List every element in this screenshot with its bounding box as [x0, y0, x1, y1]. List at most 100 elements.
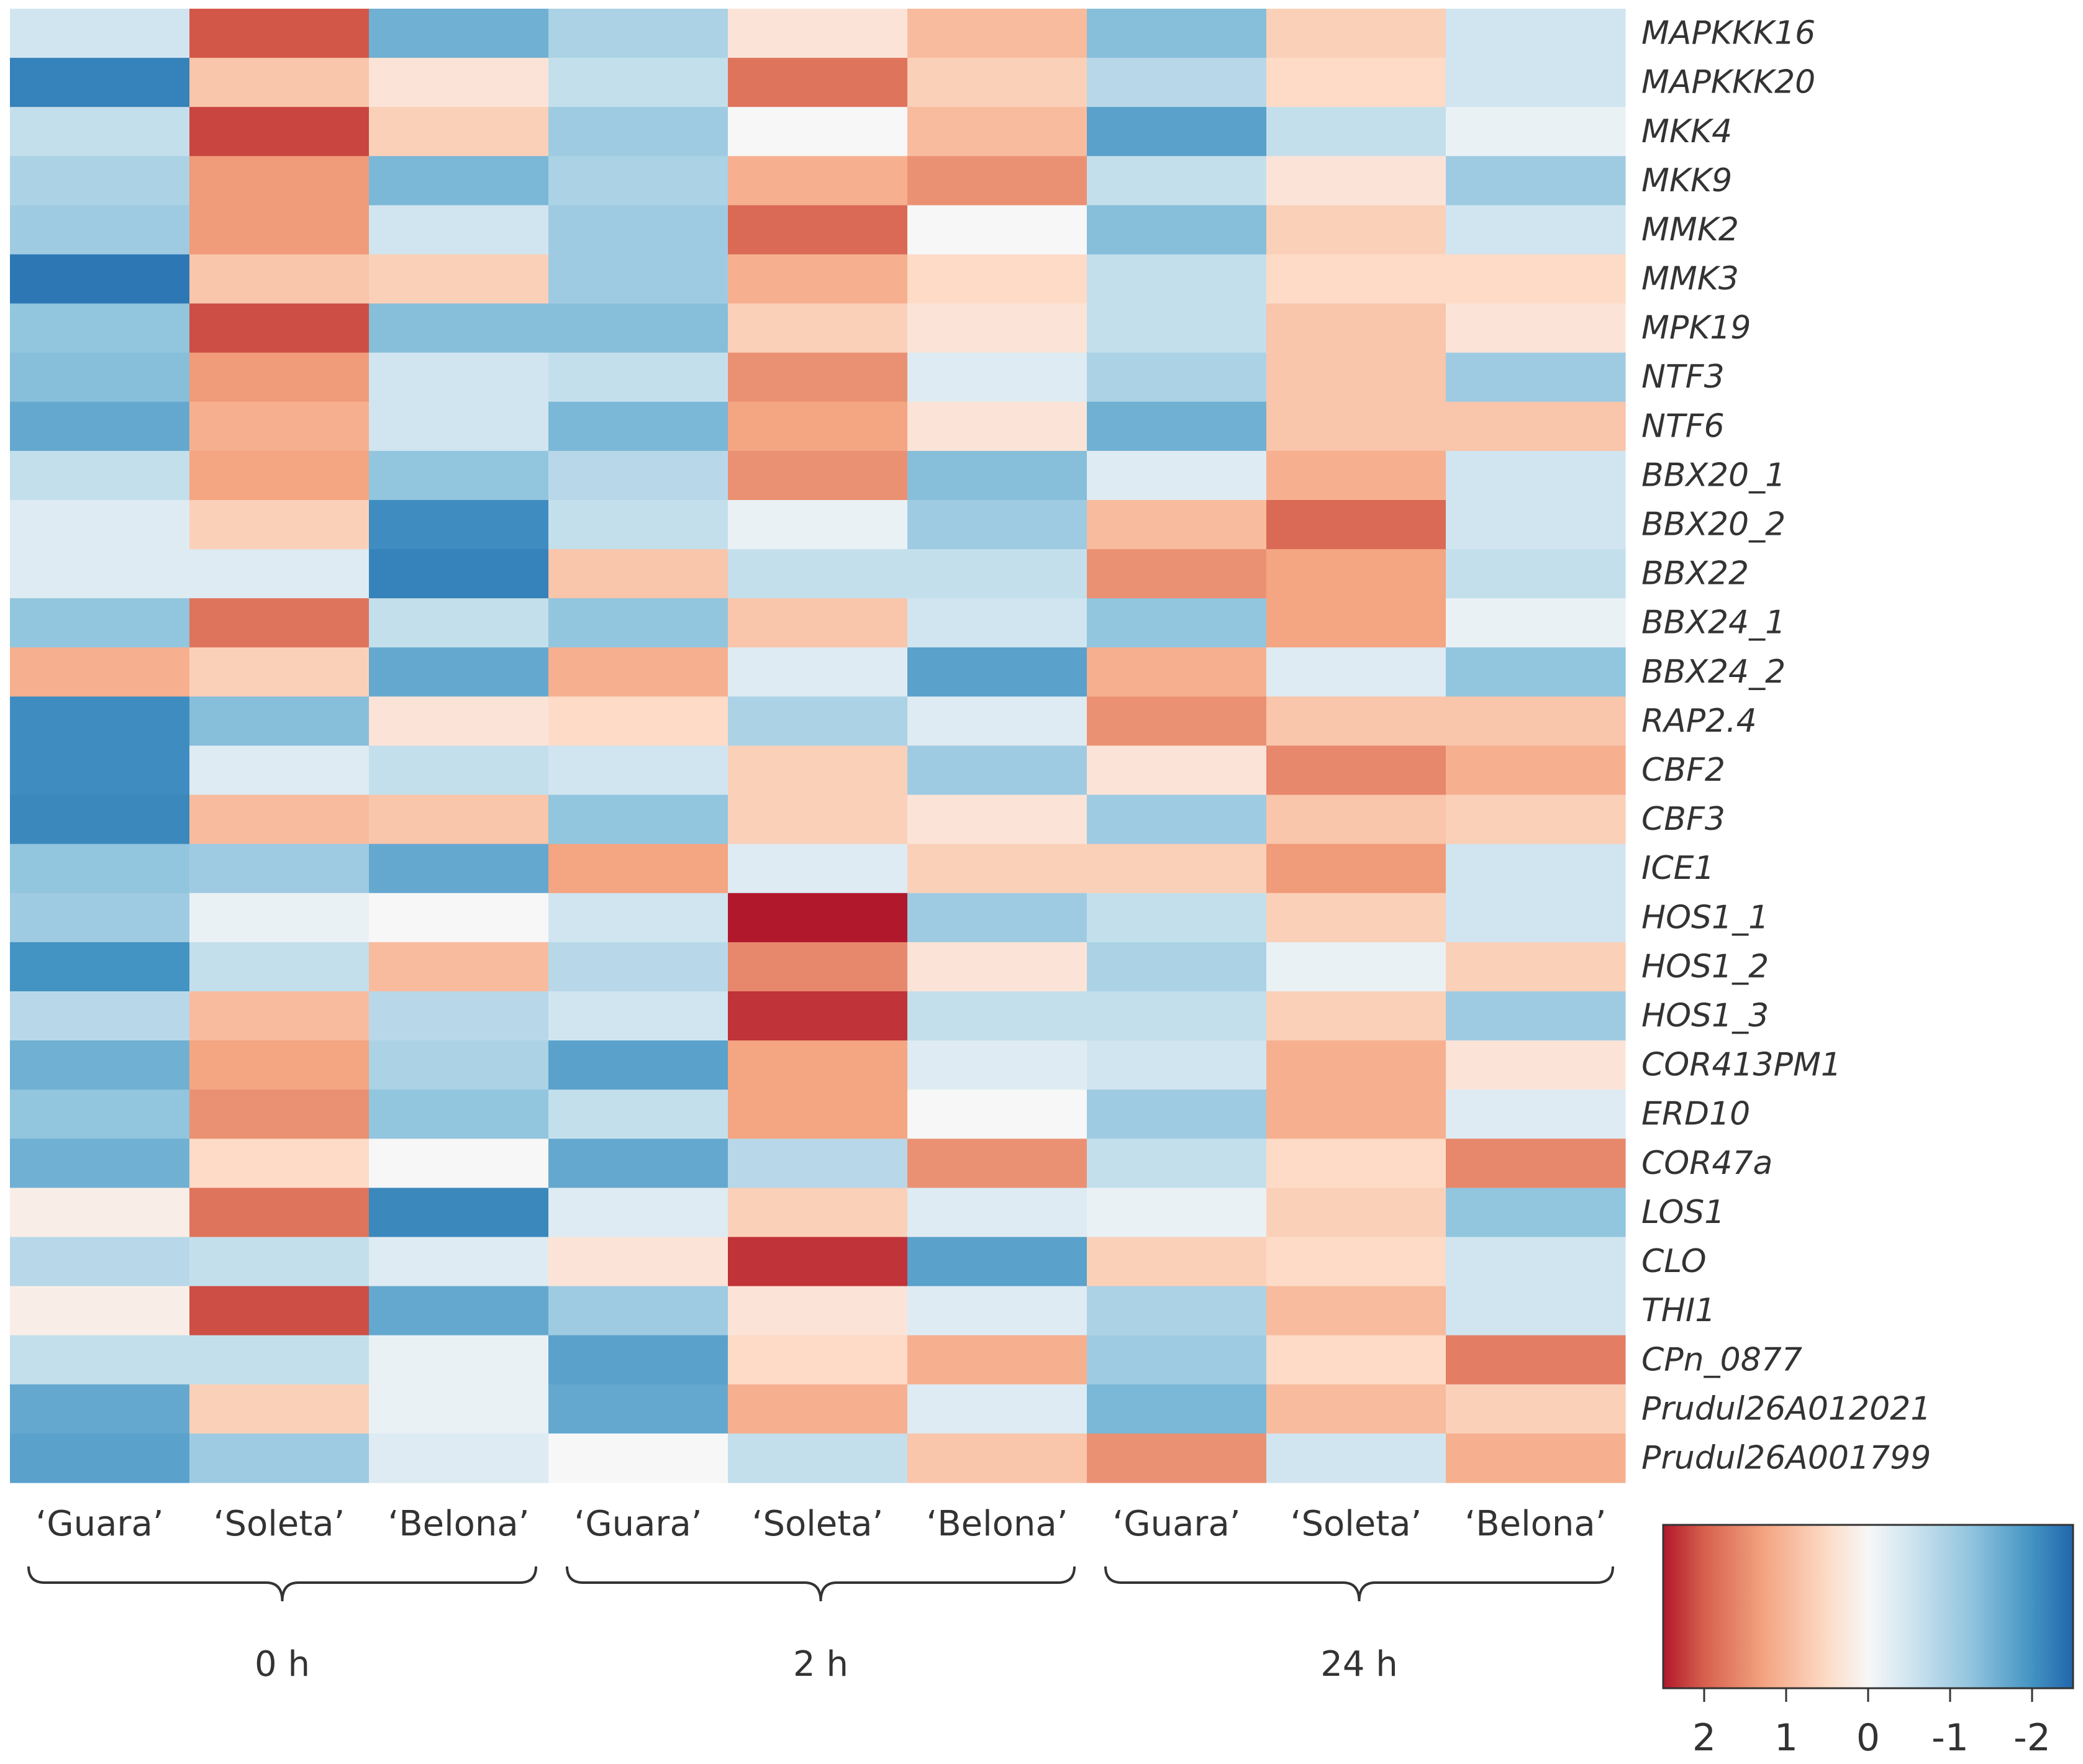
heatmap-cell	[1446, 991, 1626, 1041]
heatmap-cell	[1446, 1433, 1626, 1483]
heatmap-cell	[728, 794, 908, 845]
heatmap-cell	[728, 1139, 908, 1188]
heatmap-cell	[369, 794, 549, 845]
heatmap-cell	[369, 1089, 549, 1139]
heatmap-cell	[369, 254, 549, 304]
heatmap-cell	[728, 1286, 908, 1336]
heatmap-cell	[369, 843, 549, 894]
heatmap-cell	[907, 1040, 1087, 1090]
heatmap-cell	[369, 598, 549, 648]
heatmap-cell	[10, 205, 190, 255]
heatmap-cell	[1087, 991, 1267, 1041]
heatmap-cell	[1446, 156, 1626, 206]
heatmap-cell	[907, 843, 1087, 894]
heatmap-cell	[1087, 58, 1267, 107]
heatmap-cell	[548, 991, 728, 1041]
heatmap-cell	[369, 1433, 549, 1483]
heatmap-cell	[548, 843, 728, 894]
heatmap-cell	[1446, 352, 1626, 402]
heatmap-cell	[10, 450, 190, 501]
heatmap-cell	[189, 401, 370, 452]
heatmap-cell	[189, 942, 370, 992]
heatmap-cell	[1446, 450, 1626, 501]
heatmap-cell	[10, 58, 190, 107]
gene-label: ERD10	[1641, 1096, 1750, 1133]
heatmap-cell	[907, 1286, 1087, 1336]
heatmap-cell	[1446, 794, 1626, 845]
heatmap-cell	[1087, 1040, 1267, 1090]
heatmap-cell	[369, 647, 549, 697]
heatmap-cell	[728, 647, 908, 697]
heatmap-cell	[907, 1237, 1087, 1287]
gene-label: MKK9	[1641, 162, 1732, 199]
heatmap-cell	[1266, 745, 1446, 796]
heatmap-cell	[1446, 598, 1626, 648]
heatmap-cell	[907, 1335, 1087, 1385]
heatmap-cell	[189, 991, 370, 1041]
heatmap-cell	[907, 352, 1087, 402]
heatmap-cell	[10, 1139, 190, 1188]
heatmap-cell	[907, 1384, 1087, 1434]
heatmap-cell	[369, 1384, 549, 1434]
time-groups: 0 h 2 h 24 h	[27, 1566, 1614, 1684]
heatmap-cell	[728, 205, 908, 255]
heatmap-cell	[548, 156, 728, 206]
colorbar-gradient	[1662, 1524, 2074, 1689]
gene-label: BBX24_2	[1641, 653, 1786, 691]
heatmap-cell	[1087, 401, 1267, 452]
heatmap-cell	[1087, 1139, 1267, 1188]
heatmap-cell	[10, 794, 190, 845]
gene-label: THI1	[1641, 1292, 1715, 1329]
heatmap-cell	[907, 156, 1087, 206]
heatmap-cell	[1446, 500, 1626, 550]
heatmap-cell	[369, 1286, 549, 1336]
heatmap-cell	[548, 1237, 728, 1287]
heatmap-cell	[10, 401, 190, 452]
sample-label: ‘Soleta’	[1291, 1504, 1422, 1544]
heatmap-cell	[907, 450, 1087, 501]
heatmap-cell	[189, 1335, 370, 1385]
heatmap-cell	[548, 794, 728, 845]
heatmap-cell	[548, 450, 728, 501]
heatmap-cell	[189, 1286, 370, 1336]
gene-label: RAP2.4	[1641, 702, 1757, 740]
heatmap-cell	[907, 1139, 1087, 1188]
heatmap-cell	[369, 401, 549, 452]
sample-label: ‘Belona’	[388, 1504, 529, 1544]
heatmap-cell	[10, 893, 190, 943]
heatmap-cell	[189, 205, 370, 255]
heatmap-cell	[728, 1089, 908, 1139]
heatmap-cell	[548, 107, 728, 157]
heatmap-cell	[548, 1384, 728, 1434]
heatmap-cell	[1266, 1040, 1446, 1090]
gene-label: CBF3	[1641, 801, 1725, 838]
gene-label: BBX20_2	[1641, 506, 1786, 543]
heatmap-cell	[369, 450, 549, 501]
heatmap-cell	[728, 303, 908, 353]
heatmap-cell	[548, 1286, 728, 1336]
group-brace	[1104, 1566, 1614, 1602]
heatmap-cell	[1266, 401, 1446, 452]
heatmap-cell	[907, 1089, 1087, 1139]
sample-label: ‘Guara’	[1112, 1504, 1240, 1544]
heatmap-cell	[369, 500, 549, 550]
sample-label: ‘Guara’	[35, 1504, 163, 1544]
heatmap-cell	[728, 1335, 908, 1385]
heatmap-cell	[1087, 1384, 1267, 1434]
heatmap-cell	[1266, 107, 1446, 157]
heatmap-cell	[548, 745, 728, 796]
heatmap-cell	[369, 1188, 549, 1238]
heatmap-cell	[1446, 893, 1626, 943]
heatmap-cell	[907, 893, 1087, 943]
heatmap-cell	[1446, 401, 1626, 452]
heatmap-cell	[10, 1040, 190, 1090]
heatmap-cell	[728, 107, 908, 157]
heatmap-cell	[548, 1139, 728, 1188]
heatmap-cell	[369, 156, 549, 206]
colorbar-legend: 2 1 0 -1 -2	[1662, 1524, 2074, 1760]
heatmap-cell	[1266, 1237, 1446, 1287]
heatmap-cell	[369, 9, 549, 58]
heatmap-cell	[548, 401, 728, 452]
heatmap-cell	[907, 401, 1087, 452]
heatmap-cell	[1087, 893, 1267, 943]
